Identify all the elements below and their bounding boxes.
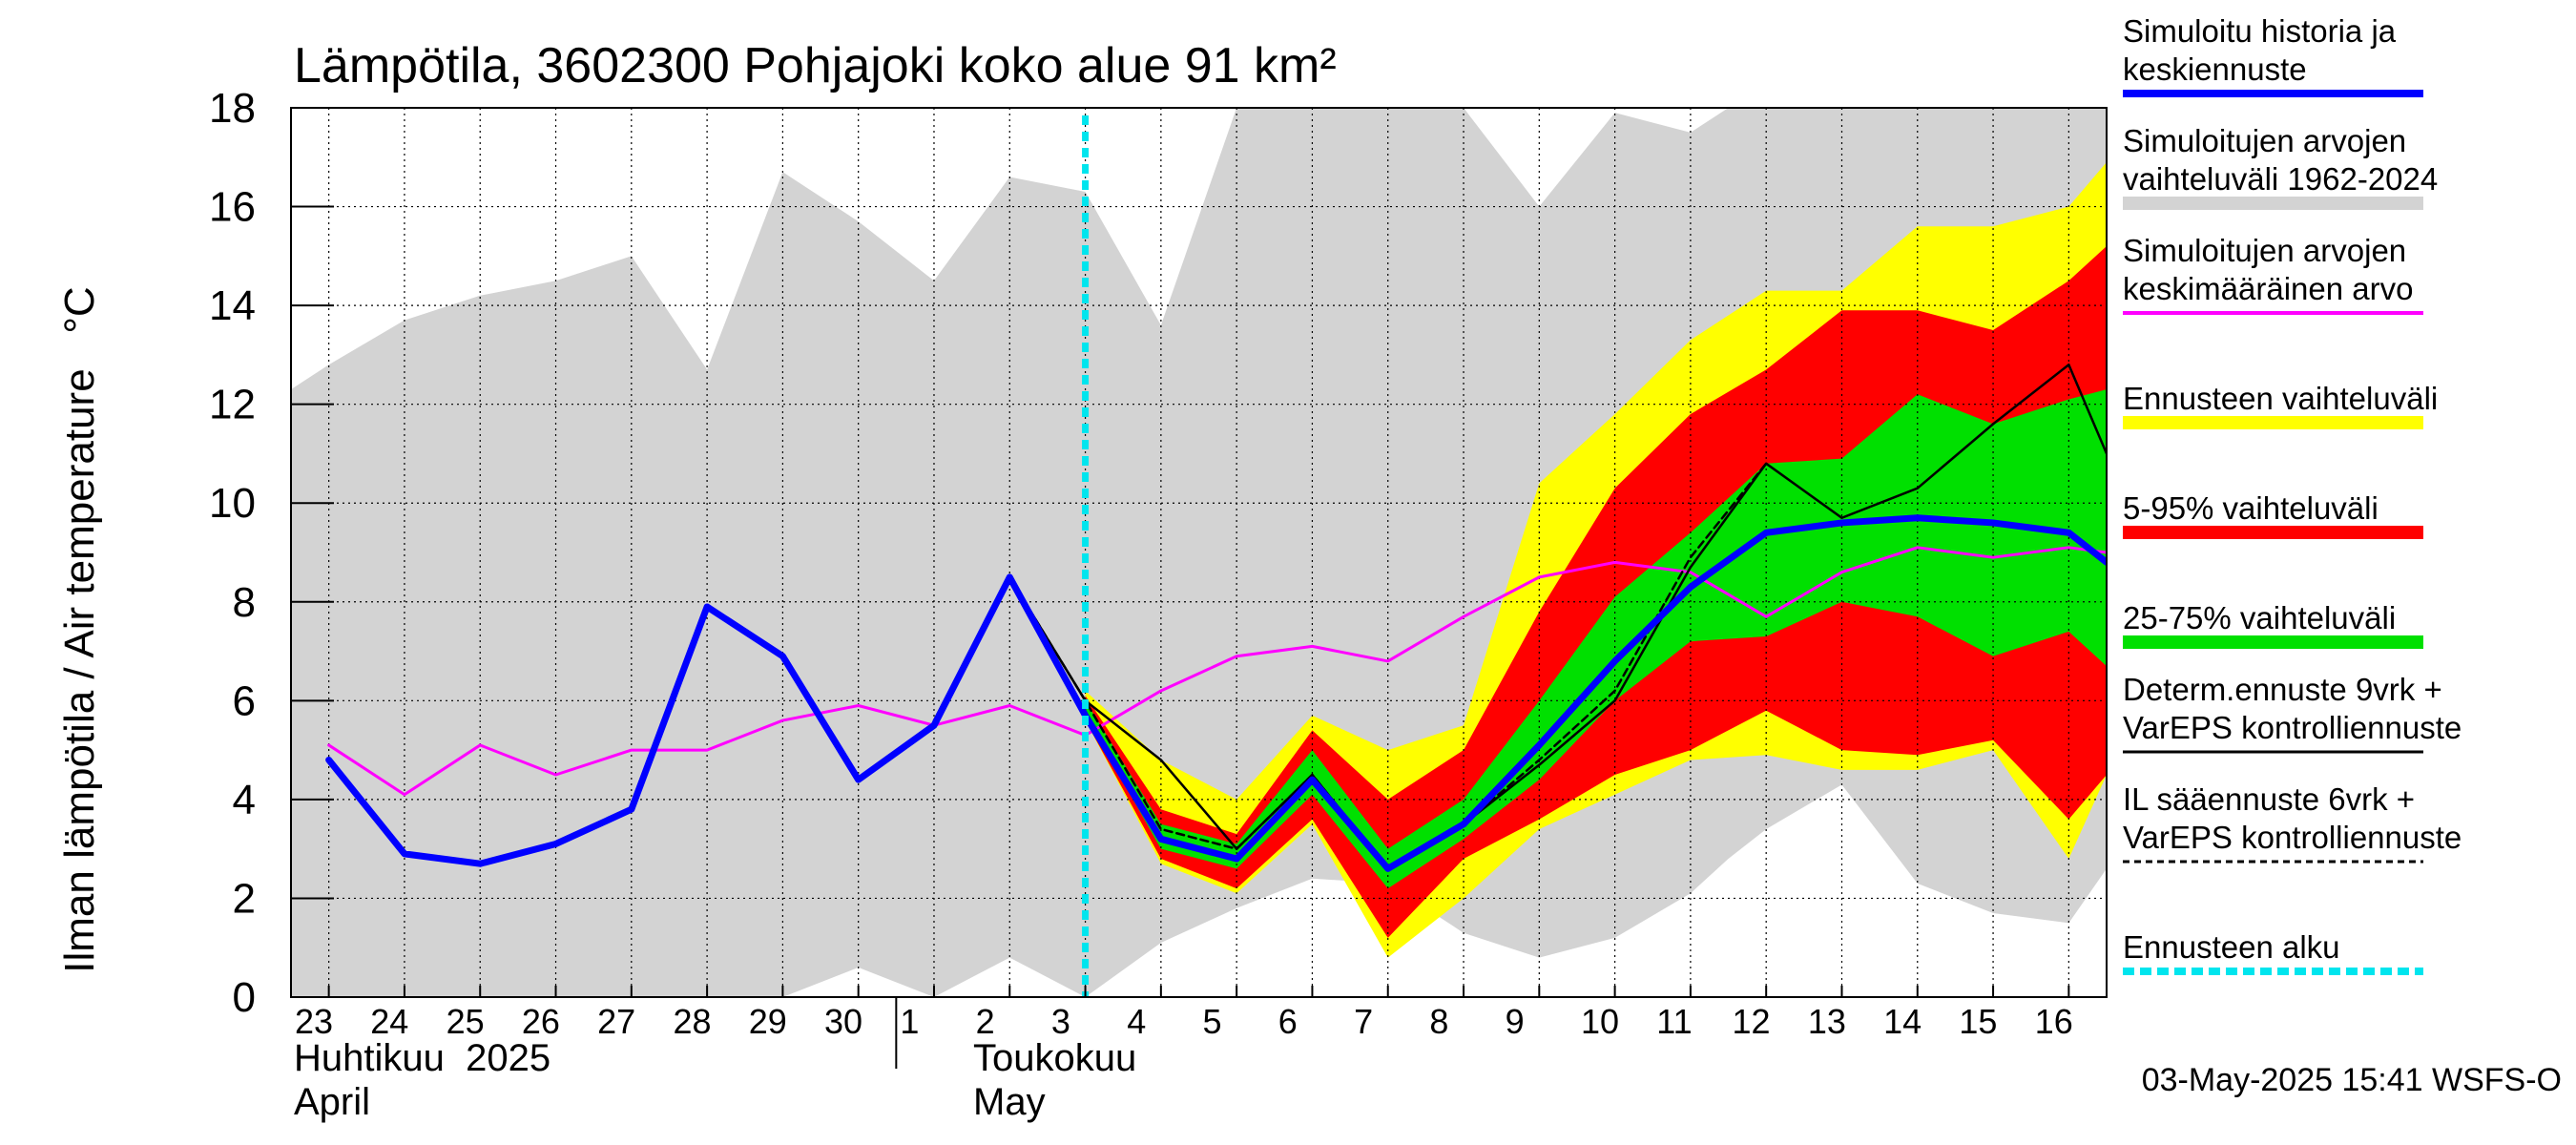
- legend-label: Determ.ennuste 9vrk +: [2123, 672, 2442, 707]
- x-tick-label: 6: [1278, 1002, 1298, 1041]
- series-simuloitujen-arvojen-keskim-r-inen-arvo: [327, 546, 2107, 797]
- legend-label: Ennusteen alku: [2123, 929, 2340, 965]
- x-tick-label: 23: [295, 1002, 333, 1041]
- y-tick-label: 4: [233, 777, 256, 823]
- x-axis: 23 24 25 26 27 28 29 30 1 2 3 4 5 6 7 8 9 10 11 12 13 14 15 16: [295, 986, 2073, 1069]
- y-tick-label: 14: [209, 282, 256, 329]
- y-tick-label: 8: [233, 579, 256, 626]
- x-tick-label: 5: [1203, 1002, 1222, 1041]
- y-tick-label: 0: [233, 974, 256, 1021]
- x-tick-label: 29: [749, 1002, 787, 1041]
- y-axis: 0 2 4 6 8 10 12 14 16 18: [209, 85, 334, 1021]
- x-tick-label: 7: [1354, 1002, 1373, 1041]
- x-tick-label: 24: [370, 1002, 408, 1041]
- month-label-may-fi: Toukokuu: [973, 1037, 1136, 1079]
- series-simuloitu-historia-ja-keskiennuste: [325, 514, 2107, 872]
- x-tick-label: 2: [976, 1002, 995, 1041]
- month-label-april-fi: Huhtikuu 2025: [294, 1037, 551, 1079]
- plot-frame: [290, 107, 2108, 998]
- grid-layer: [291, 108, 2107, 997]
- x-tick-label: 15: [1959, 1002, 1997, 1041]
- y-tick-label: 12: [209, 382, 256, 428]
- footer-timestamp: 03-May-2025 15:41 WSFS-O: [2142, 1062, 2562, 1098]
- x-tick-label: 9: [1506, 1002, 1525, 1041]
- month-label-april-en: April: [294, 1081, 370, 1123]
- month-label-may-en: May: [973, 1081, 1046, 1123]
- legend-label: keskiennuste: [2123, 52, 2307, 87]
- x-tick-label: 13: [1808, 1002, 1846, 1041]
- x-tick-label: 10: [1581, 1002, 1619, 1041]
- x-tick-label: 3: [1051, 1002, 1070, 1041]
- x-tick-label: 28: [673, 1002, 711, 1041]
- y-tick-label: 2: [233, 875, 256, 922]
- x-tick-label: 4: [1127, 1002, 1146, 1041]
- x-tick-label: 1: [900, 1002, 919, 1041]
- legend-label: vaihteluväli 1962-2024: [2123, 161, 2438, 197]
- y-tick-label: 6: [233, 677, 256, 724]
- legend-label: Simuloitujen arvojen: [2123, 123, 2406, 158]
- legend-label: IL sääennuste 6vrk +: [2123, 781, 2415, 817]
- chart-title: Lämpötila, 3602300 Pohjajoki koko alue 9…: [294, 38, 1337, 94]
- legend-label: Ennusteen vaihteluväli: [2123, 381, 2438, 416]
- x-tick-label: 8: [1429, 1002, 1448, 1041]
- band-5-95-vaihteluv-li: [1085, 245, 2107, 938]
- x-tick-label: 11: [1656, 1002, 1692, 1041]
- series-layer: [325, 363, 2107, 872]
- legend-label: Simuloitujen arvojen: [2123, 233, 2406, 268]
- legend-label: VarEPS kontrolliennuste: [2123, 710, 2462, 745]
- legend-label: 25-75% vaihteluväli: [2123, 600, 2396, 635]
- legend-label: 5-95% vaihteluväli: [2123, 490, 2379, 526]
- y-tick-label: 10: [209, 480, 256, 527]
- x-tick-label: 25: [447, 1002, 485, 1041]
- y-tick-label: 18: [209, 85, 256, 132]
- x-tick-label: 26: [522, 1002, 560, 1041]
- series-determ-ennuste-9vrk-vareps-kontrolliennuste: [932, 363, 2107, 870]
- x-tick-label: 12: [1733, 1002, 1771, 1041]
- y-tick-label: 16: [209, 184, 256, 231]
- legend-label: Simuloitu historia ja: [2123, 13, 2397, 49]
- legend-label: keskimääräinen arvo: [2123, 271, 2413, 306]
- x-tick-label: 27: [597, 1002, 635, 1041]
- x-tick-label: 16: [2035, 1002, 2073, 1041]
- x-tick-label: 30: [824, 1002, 862, 1041]
- legend-label: VarEPS kontrolliennuste: [2123, 820, 2462, 855]
- band-layer: [291, 108, 2107, 997]
- y-axis-label: Ilman lämpötila / Air temperature °C: [56, 286, 103, 972]
- x-tick-label: 14: [1883, 1002, 1922, 1041]
